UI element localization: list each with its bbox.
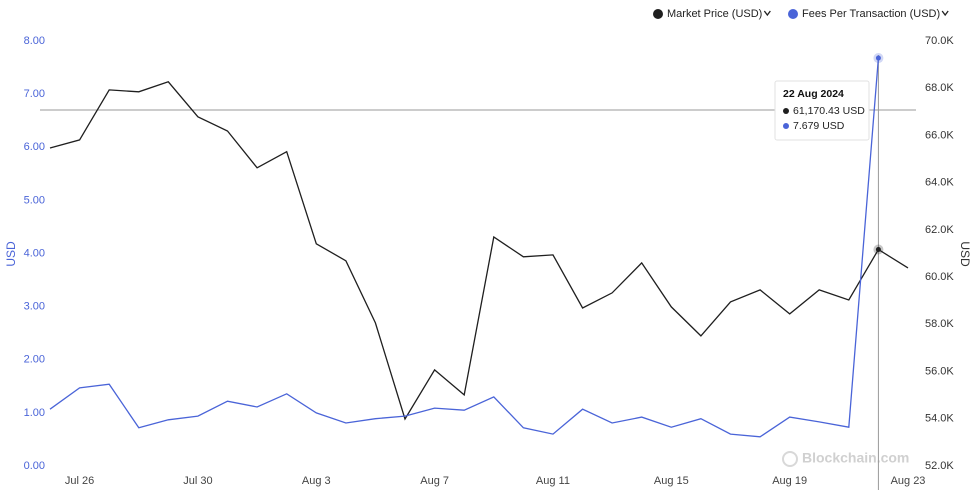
- x-tick-label: Aug 11: [536, 475, 570, 487]
- y2-tick-label: 70.0K: [925, 35, 954, 47]
- y-tick-label: 5.00: [24, 194, 45, 206]
- legend-label[interactable]: Market Price (USD): [667, 8, 762, 20]
- x-tick-label: Aug 3: [302, 475, 331, 487]
- series-line: [49, 81, 909, 421]
- y2-tick-label: 54.0K: [925, 413, 954, 425]
- x-tick-label: Aug 19: [772, 475, 807, 487]
- y2-tick-label: 68.0K: [925, 82, 954, 94]
- y-tick-label: 8.00: [24, 35, 45, 47]
- highlight-point: [875, 55, 881, 61]
- x-tick-label: Jul 30: [183, 475, 212, 487]
- x-tick-label: Aug 23: [891, 475, 926, 487]
- x-tick-label: Aug 15: [654, 475, 689, 487]
- tooltip-value: 7.679 USD: [793, 120, 845, 132]
- tooltip-box: [774, 80, 870, 141]
- x-tick-label: Aug 7: [420, 475, 449, 487]
- highlight-point: [875, 246, 881, 252]
- tooltip-title: 22 Aug 2024: [783, 88, 844, 100]
- watermark-text: Blockchain.com: [802, 450, 909, 466]
- tooltip-marker: [783, 108, 789, 114]
- y2-tick-label: 60.0K: [925, 271, 954, 283]
- legend-marker: [653, 9, 663, 19]
- tooltip-value: 61,170.43 USD: [793, 105, 865, 117]
- x-tick-label: Jul 26: [65, 475, 94, 487]
- legend-label[interactable]: Fees Per Transaction (USD): [802, 8, 940, 20]
- y-tick-label: 6.00: [24, 141, 45, 153]
- y-tick-label: 3.00: [24, 301, 45, 313]
- legend-chevron: [763, 10, 771, 17]
- y2-tick-label: 64.0K: [925, 177, 954, 189]
- y2-tick-label: 62.0K: [925, 224, 954, 236]
- series-line: [49, 58, 880, 438]
- y-axis-title: USD: [4, 241, 18, 267]
- y-tick-label: 2.00: [24, 354, 45, 366]
- y2-tick-label: 52.0K: [925, 460, 954, 472]
- watermark: Blockchain.com: [782, 450, 909, 467]
- y-tick-label: 7.00: [24, 88, 45, 100]
- legend-chevron: [941, 10, 949, 17]
- legend-marker: [788, 9, 798, 19]
- y-tick-label: 0.00: [24, 460, 45, 472]
- y2-tick-label: 66.0K: [925, 129, 954, 141]
- y-tick-label: 1.00: [24, 407, 45, 419]
- y-tick-label: 4.00: [24, 247, 45, 259]
- y2-axis-title: USD: [958, 241, 972, 267]
- watermark-icon: [782, 451, 798, 467]
- y2-tick-label: 58.0K: [925, 318, 954, 330]
- legend: Market Price (USD) Fees Per Transaction (…: [653, 8, 949, 20]
- y2-tick-label: 56.0K: [925, 365, 954, 377]
- tooltip: 22 Aug 2024 61,170.43 USD 7.679 USD: [774, 80, 870, 141]
- tooltip-marker: [783, 123, 789, 129]
